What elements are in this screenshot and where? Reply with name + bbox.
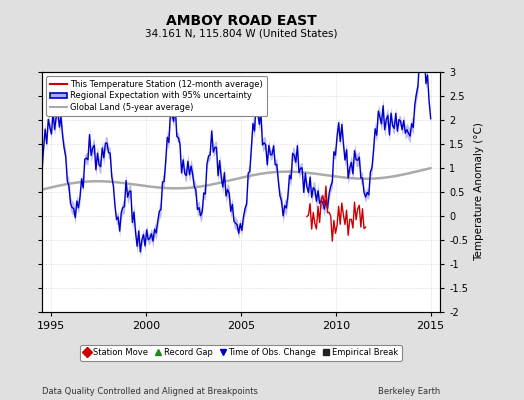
Text: 34.161 N, 115.804 W (United States): 34.161 N, 115.804 W (United States) [145, 29, 337, 39]
Y-axis label: Temperature Anomaly (°C): Temperature Anomaly (°C) [474, 122, 484, 262]
Text: AMBOY ROAD EAST: AMBOY ROAD EAST [166, 14, 316, 28]
Legend: Station Move, Record Gap, Time of Obs. Change, Empirical Break: Station Move, Record Gap, Time of Obs. C… [80, 345, 402, 361]
Text: Data Quality Controlled and Aligned at Breakpoints: Data Quality Controlled and Aligned at B… [42, 387, 258, 396]
Text: Berkeley Earth: Berkeley Earth [378, 387, 440, 396]
